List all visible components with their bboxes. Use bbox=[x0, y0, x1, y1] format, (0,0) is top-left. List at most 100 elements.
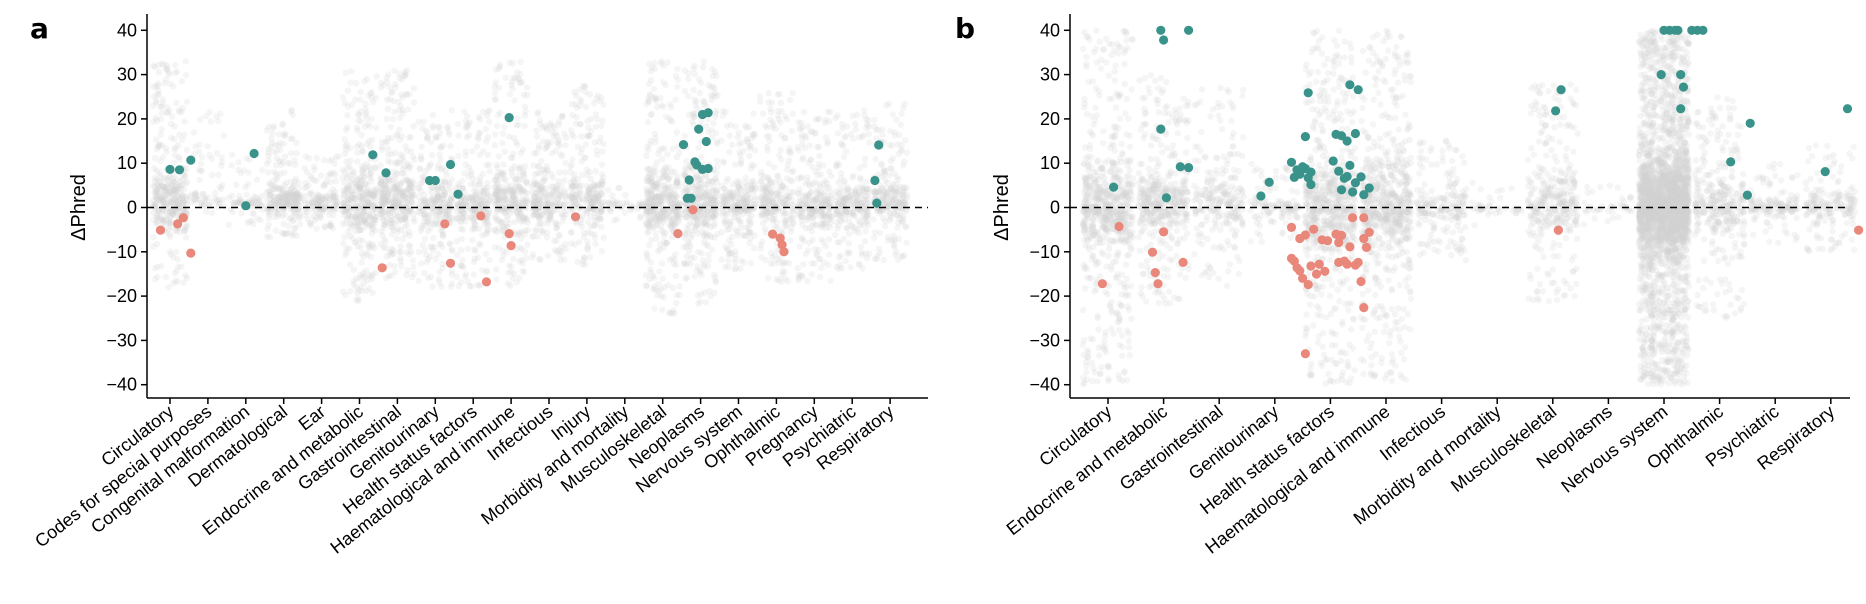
background-point bbox=[852, 120, 859, 128]
background-point bbox=[448, 267, 456, 275]
background-point bbox=[407, 195, 414, 202]
background-point bbox=[824, 108, 832, 116]
background-point bbox=[447, 283, 454, 290]
background-point bbox=[471, 193, 478, 200]
background-point bbox=[434, 194, 441, 201]
background-point bbox=[518, 209, 525, 216]
background-point bbox=[643, 152, 650, 159]
background-point bbox=[543, 124, 550, 131]
background-point bbox=[491, 214, 499, 221]
background-point bbox=[179, 207, 186, 214]
background-point bbox=[373, 73, 380, 80]
background-point bbox=[425, 256, 432, 263]
background-point bbox=[798, 174, 805, 181]
background-point bbox=[367, 90, 374, 97]
background-point bbox=[655, 247, 662, 255]
background-point bbox=[156, 192, 163, 200]
background-point bbox=[357, 88, 364, 96]
background-point bbox=[665, 176, 672, 183]
background-point bbox=[757, 178, 765, 185]
background-point bbox=[157, 157, 164, 164]
background-point bbox=[495, 111, 502, 119]
background-point bbox=[170, 254, 177, 261]
background-point bbox=[313, 225, 320, 232]
background-point bbox=[798, 234, 805, 241]
background-point bbox=[499, 140, 506, 147]
background-point bbox=[531, 171, 539, 178]
background-point bbox=[863, 116, 870, 123]
background-point bbox=[500, 161, 507, 168]
background-point bbox=[480, 189, 487, 197]
background-point bbox=[154, 214, 161, 221]
background-point bbox=[250, 210, 257, 217]
background-point bbox=[570, 133, 577, 140]
background-point bbox=[702, 184, 709, 192]
background-point bbox=[411, 99, 418, 106]
background-point bbox=[149, 197, 157, 204]
background-point bbox=[250, 221, 257, 228]
background-point bbox=[152, 136, 160, 143]
background-point bbox=[170, 185, 177, 193]
background-point bbox=[166, 204, 173, 212]
background-point bbox=[403, 249, 410, 256]
background-point bbox=[159, 96, 167, 103]
background-point bbox=[356, 205, 363, 212]
background-point bbox=[435, 250, 442, 258]
background-point bbox=[154, 207, 161, 214]
background-point bbox=[812, 195, 819, 202]
background-point bbox=[430, 234, 437, 242]
background-point bbox=[282, 130, 289, 137]
background-point bbox=[524, 241, 531, 248]
background-point bbox=[178, 185, 185, 192]
background-point bbox=[682, 275, 689, 282]
background-point bbox=[396, 126, 403, 133]
background-point bbox=[765, 160, 773, 167]
background-point bbox=[483, 268, 490, 276]
background-point bbox=[159, 216, 166, 223]
background-point bbox=[167, 248, 174, 255]
background-point bbox=[169, 191, 176, 198]
background-point bbox=[574, 258, 581, 266]
background-point bbox=[291, 156, 298, 164]
background-point bbox=[404, 187, 412, 194]
background-point bbox=[777, 146, 784, 154]
background-point bbox=[457, 246, 465, 254]
background-point bbox=[340, 288, 347, 295]
background-point bbox=[475, 113, 483, 121]
background-point bbox=[176, 228, 184, 236]
background-point bbox=[454, 214, 462, 222]
background-point bbox=[469, 237, 476, 244]
background-point bbox=[270, 198, 278, 205]
background-point bbox=[461, 170, 468, 177]
background-point bbox=[168, 120, 175, 128]
background-point bbox=[438, 283, 445, 290]
background-points-ophthalmic bbox=[756, 89, 797, 285]
background-point bbox=[163, 66, 170, 74]
background-point bbox=[770, 121, 777, 129]
background-point bbox=[181, 227, 188, 235]
background-point bbox=[664, 151, 671, 158]
background-point bbox=[519, 267, 526, 275]
background-point bbox=[844, 248, 851, 255]
background-points-ear bbox=[301, 152, 342, 232]
background-point bbox=[622, 192, 629, 199]
background-point bbox=[851, 227, 858, 235]
background-point bbox=[170, 280, 177, 287]
background-point bbox=[757, 245, 765, 252]
background-point bbox=[491, 141, 499, 149]
background-point bbox=[415, 248, 423, 256]
background-point bbox=[178, 195, 186, 202]
background-point bbox=[511, 97, 518, 104]
background-point bbox=[530, 233, 537, 240]
background-point bbox=[691, 273, 698, 280]
background-point bbox=[835, 179, 842, 186]
background-point bbox=[666, 100, 674, 108]
background-point bbox=[621, 209, 629, 217]
background-point bbox=[182, 272, 189, 279]
background-point bbox=[705, 251, 712, 258]
background-point bbox=[367, 123, 374, 130]
background-point bbox=[442, 167, 449, 174]
background-point bbox=[718, 182, 725, 190]
background-point bbox=[225, 194, 233, 201]
background-point bbox=[459, 226, 467, 233]
